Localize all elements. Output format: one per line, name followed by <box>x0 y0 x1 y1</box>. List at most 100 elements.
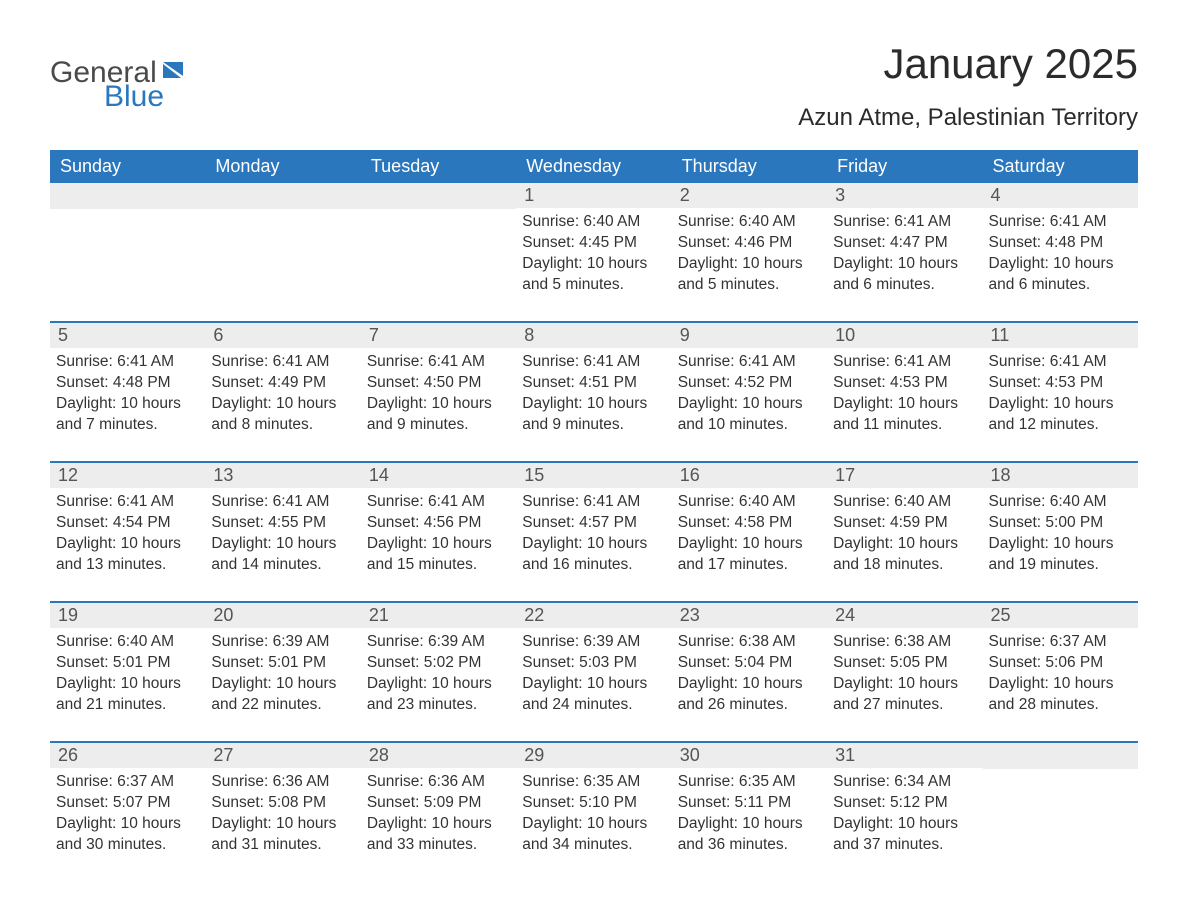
brand-logo-text: General Blue <box>50 58 193 112</box>
day-number: 21 <box>361 603 516 628</box>
day-details: Sunrise: 6:38 AMSunset: 5:04 PMDaylight:… <box>672 628 827 720</box>
day-cell: 13Sunrise: 6:41 AMSunset: 4:55 PMDayligh… <box>205 463 360 583</box>
day-number: 1 <box>516 183 671 208</box>
day-details: Sunrise: 6:39 AMSunset: 5:03 PMDaylight:… <box>516 628 671 720</box>
day-details: Sunrise: 6:40 AMSunset: 5:00 PMDaylight:… <box>983 488 1138 580</box>
sunrise-text: Sunrise: 6:37 AM <box>989 632 1130 653</box>
day-number: 19 <box>50 603 205 628</box>
sunset-text: Sunset: 4:50 PM <box>367 373 508 394</box>
daylight-text: Daylight: 10 hours and 5 minutes. <box>678 254 819 296</box>
sunrise-text: Sunrise: 6:39 AM <box>211 632 352 653</box>
day-cell: 11Sunrise: 6:41 AMSunset: 4:53 PMDayligh… <box>983 323 1138 443</box>
location-subtitle: Azun Atme, Palestinian Territory <box>798 104 1138 132</box>
day-cell: 8Sunrise: 6:41 AMSunset: 4:51 PMDaylight… <box>516 323 671 443</box>
daylight-text: Daylight: 10 hours and 24 minutes. <box>522 674 663 716</box>
daylight-text: Daylight: 10 hours and 37 minutes. <box>833 814 974 856</box>
day-cell <box>50 183 205 303</box>
day-details: Sunrise: 6:39 AMSunset: 5:02 PMDaylight:… <box>361 628 516 720</box>
sunrise-text: Sunrise: 6:41 AM <box>211 492 352 513</box>
sunset-text: Sunset: 4:52 PM <box>678 373 819 394</box>
sunrise-text: Sunrise: 6:40 AM <box>678 212 819 233</box>
daylight-text: Daylight: 10 hours and 12 minutes. <box>989 394 1130 436</box>
weekday-header: Sunday <box>50 150 205 183</box>
brand-logo: General Blue <box>50 40 193 112</box>
sunrise-text: Sunrise: 6:35 AM <box>522 772 663 793</box>
day-details: Sunrise: 6:40 AMSunset: 4:59 PMDaylight:… <box>827 488 982 580</box>
daylight-text: Daylight: 10 hours and 36 minutes. <box>678 814 819 856</box>
day-details: Sunrise: 6:41 AMSunset: 4:48 PMDaylight:… <box>50 348 205 440</box>
sunrise-text: Sunrise: 6:41 AM <box>56 492 197 513</box>
sunset-text: Sunset: 5:01 PM <box>56 653 197 674</box>
day-cell: 25Sunrise: 6:37 AMSunset: 5:06 PMDayligh… <box>983 603 1138 723</box>
empty-day-strip <box>983 743 1138 769</box>
sunrise-text: Sunrise: 6:37 AM <box>56 772 197 793</box>
day-cell: 30Sunrise: 6:35 AMSunset: 5:11 PMDayligh… <box>672 743 827 863</box>
sunrise-text: Sunrise: 6:41 AM <box>833 352 974 373</box>
day-cell: 10Sunrise: 6:41 AMSunset: 4:53 PMDayligh… <box>827 323 982 443</box>
day-cell: 9Sunrise: 6:41 AMSunset: 4:52 PMDaylight… <box>672 323 827 443</box>
sunset-text: Sunset: 4:48 PM <box>56 373 197 394</box>
daylight-text: Daylight: 10 hours and 17 minutes. <box>678 534 819 576</box>
day-cell: 21Sunrise: 6:39 AMSunset: 5:02 PMDayligh… <box>361 603 516 723</box>
sunset-text: Sunset: 4:47 PM <box>833 233 974 254</box>
day-number: 14 <box>361 463 516 488</box>
day-cell: 26Sunrise: 6:37 AMSunset: 5:07 PMDayligh… <box>50 743 205 863</box>
sunset-text: Sunset: 5:10 PM <box>522 793 663 814</box>
empty-day-strip <box>50 183 205 209</box>
day-cell <box>205 183 360 303</box>
daylight-text: Daylight: 10 hours and 13 minutes. <box>56 534 197 576</box>
day-details: Sunrise: 6:40 AMSunset: 4:46 PMDaylight:… <box>672 208 827 300</box>
sunrise-text: Sunrise: 6:41 AM <box>989 352 1130 373</box>
sunrise-text: Sunrise: 6:41 AM <box>522 352 663 373</box>
week-row: 19 Sunrise: 6:40 AMSunset: 5:01 PM Dayligh… <box>50 601 1138 723</box>
sunset-text: Sunset: 5:08 PM <box>211 793 352 814</box>
day-number: 17 <box>827 463 982 488</box>
day-details: Sunrise: 6:41 AMSunset: 4:50 PMDaylight:… <box>361 348 516 440</box>
daylight-text: Daylight: 10 hours and 14 minutes. <box>211 534 352 576</box>
daylight-text: Daylight: 10 hours and 16 minutes. <box>522 534 663 576</box>
month-title: January 2025 <box>798 40 1138 88</box>
daylight-text: Daylight: 10 hours and 30 minutes. <box>56 814 197 856</box>
day-number: 13 <box>205 463 360 488</box>
sunrise-text: Sunrise: 6:41 AM <box>833 212 974 233</box>
sunrise-text: Sunrise: 6:34 AM <box>833 772 974 793</box>
day-cell: 18Sunrise: 6:40 AMSunset: 5:00 PMDayligh… <box>983 463 1138 583</box>
day-number: 9 <box>672 323 827 348</box>
day-cell <box>983 743 1138 863</box>
daylight-text: Daylight: 10 hours and 5 minutes. <box>522 254 663 296</box>
sunset-text: Sunset: 4:49 PM <box>211 373 352 394</box>
sunrise-text: Sunrise: 6:36 AM <box>367 772 508 793</box>
day-number: 18 <box>983 463 1138 488</box>
day-cell: 23Sunrise: 6:38 AMSunset: 5:04 PMDayligh… <box>672 603 827 723</box>
day-number: 5 <box>50 323 205 348</box>
day-details: Sunrise: 6:41 AMSunset: 4:54 PMDaylight:… <box>50 488 205 580</box>
sunset-text: Sunset: 4:53 PM <box>989 373 1130 394</box>
day-cell: 28Sunrise: 6:36 AMSunset: 5:09 PMDayligh… <box>361 743 516 863</box>
sunrise-text: Sunrise: 6:40 AM <box>522 212 663 233</box>
day-cell <box>361 183 516 303</box>
sunrise-text: Sunrise: 6:40 AM <box>833 492 974 513</box>
daylight-text: Daylight: 10 hours and 8 minutes. <box>211 394 352 436</box>
calendar-page: General Blue January 2025 Azun Atme, Pal… <box>0 0 1188 923</box>
day-cell: 29Sunrise: 6:35 AMSunset: 5:10 PMDayligh… <box>516 743 671 863</box>
day-number: 31 <box>827 743 982 768</box>
day-number: 25 <box>983 603 1138 628</box>
weekday-header: Tuesday <box>361 150 516 183</box>
sunset-text: Sunset: 5:06 PM <box>989 653 1130 674</box>
day-details: Sunrise: 6:41 AMSunset: 4:49 PMDaylight:… <box>205 348 360 440</box>
page-header: General Blue January 2025 Azun Atme, Pal… <box>50 40 1138 132</box>
sunrise-text: Sunrise: 6:41 AM <box>56 352 197 373</box>
daylight-text: Daylight: 10 hours and 6 minutes. <box>989 254 1130 296</box>
sunset-text: Sunset: 5:07 PM <box>56 793 197 814</box>
day-cell: 14Sunrise: 6:41 AMSunset: 4:56 PMDayligh… <box>361 463 516 583</box>
day-cell: 24Sunrise: 6:38 AMSunset: 5:05 PMDayligh… <box>827 603 982 723</box>
daylight-text: Daylight: 10 hours and 9 minutes. <box>522 394 663 436</box>
day-number: 28 <box>361 743 516 768</box>
sunrise-text: Sunrise: 6:41 AM <box>989 212 1130 233</box>
day-number: 27 <box>205 743 360 768</box>
day-details: Sunrise: 6:41 AMSunset: 4:47 PMDaylight:… <box>827 208 982 300</box>
daylight-text: Daylight: 10 hours and 10 minutes. <box>678 394 819 436</box>
sunrise-text: Sunrise: 6:40 AM <box>56 632 197 653</box>
sunset-text: Sunset: 5:05 PM <box>833 653 974 674</box>
sunrise-text: Sunrise: 6:38 AM <box>678 632 819 653</box>
